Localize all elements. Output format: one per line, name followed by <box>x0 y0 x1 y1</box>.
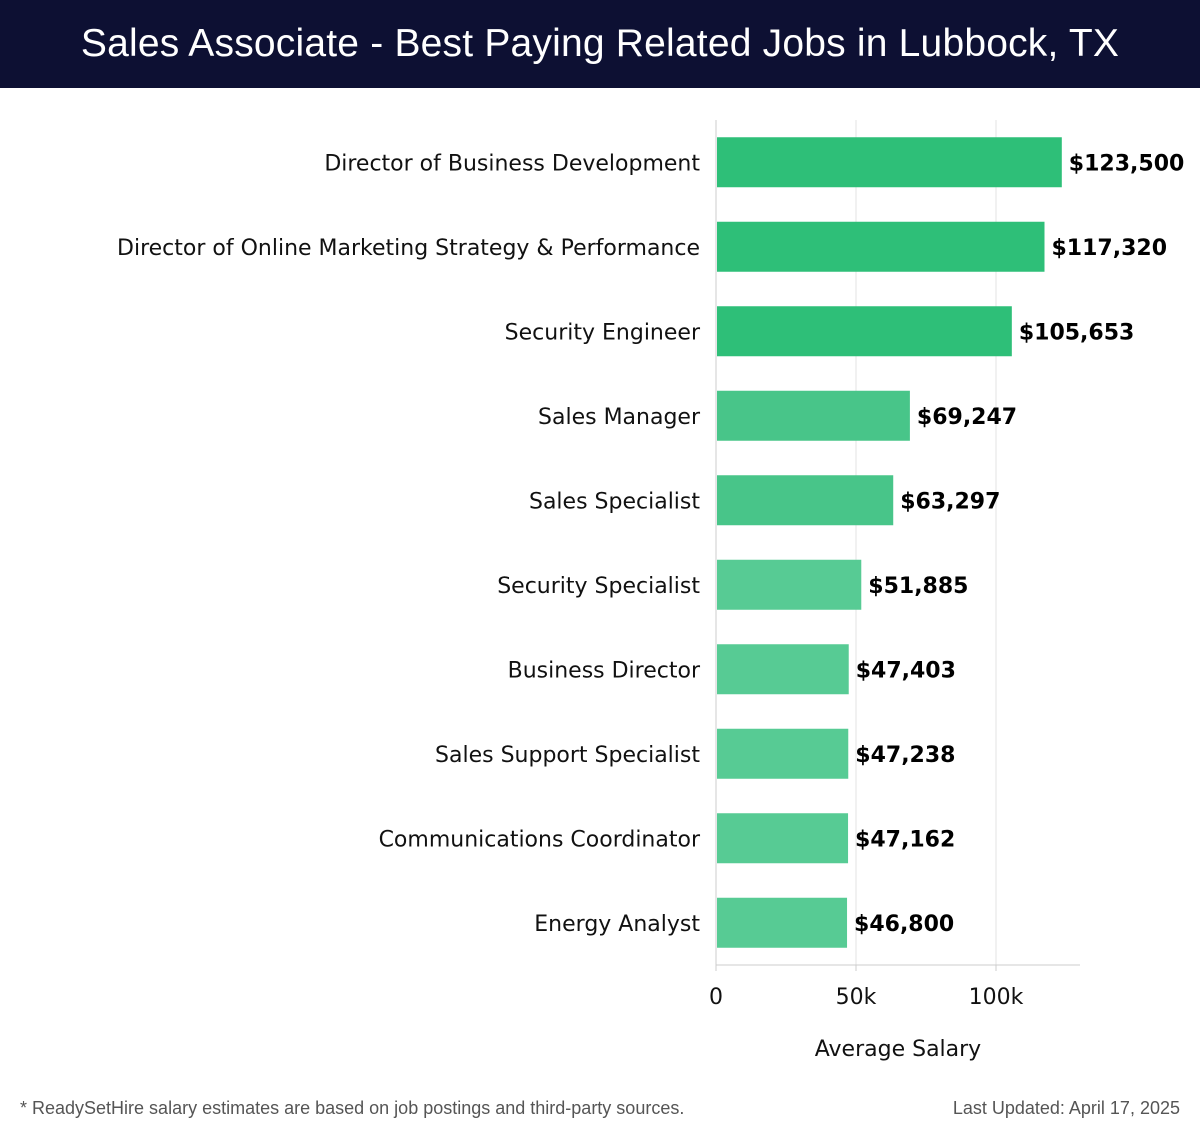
category-label: Sales Manager <box>538 405 701 430</box>
value-label: $47,238 <box>855 743 955 768</box>
x-axis-title: Average Salary <box>815 1037 981 1062</box>
category-label: Director of Business Development <box>324 151 700 176</box>
value-label: $117,320 <box>1051 236 1167 261</box>
category-label: Director of Online Marketing Strategy & … <box>117 236 700 261</box>
category-label: Communications Coordinator <box>379 827 701 852</box>
bar <box>717 137 1062 188</box>
bar <box>717 475 894 526</box>
bar-chart: Director of Business Development $123,500… <box>117 120 1185 1062</box>
bar <box>717 728 849 779</box>
value-label: $63,297 <box>900 489 1000 514</box>
value-label: $51,885 <box>868 574 968 599</box>
bar <box>717 813 849 864</box>
bar <box>717 390 910 441</box>
value-label: $47,162 <box>855 827 955 852</box>
bar <box>717 644 849 695</box>
bar <box>717 221 1045 272</box>
chart-header: Sales Associate - Best Paying Related Jo… <box>0 0 1200 88</box>
value-label: $69,247 <box>917 405 1017 430</box>
value-label: $47,403 <box>856 658 956 683</box>
bar <box>717 559 862 610</box>
last-updated: Last Updated: April 17, 2025 <box>952 1098 1180 1118</box>
x-tick-label: 100k <box>969 985 1024 1010</box>
bar <box>717 897 848 948</box>
value-label: $46,800 <box>854 912 954 937</box>
chart-title: Sales Associate - Best Paying Related Jo… <box>80 22 1120 65</box>
category-label: Security Engineer <box>505 320 701 345</box>
bar <box>717 306 1012 357</box>
category-label: Sales Specialist <box>529 489 700 514</box>
value-label: $123,500 <box>1069 151 1185 176</box>
x-tick-label: 0 <box>709 985 723 1010</box>
category-label: Security Specialist <box>497 574 700 599</box>
category-label: Sales Support Specialist <box>435 743 700 768</box>
x-tick-label: 50k <box>836 985 877 1010</box>
category-label: Business Director <box>508 658 701 683</box>
value-label: $105,653 <box>1019 320 1135 345</box>
category-label: Energy Analyst <box>534 912 700 937</box>
footnote: * ReadySetHire salary estimates are base… <box>20 1098 685 1118</box>
